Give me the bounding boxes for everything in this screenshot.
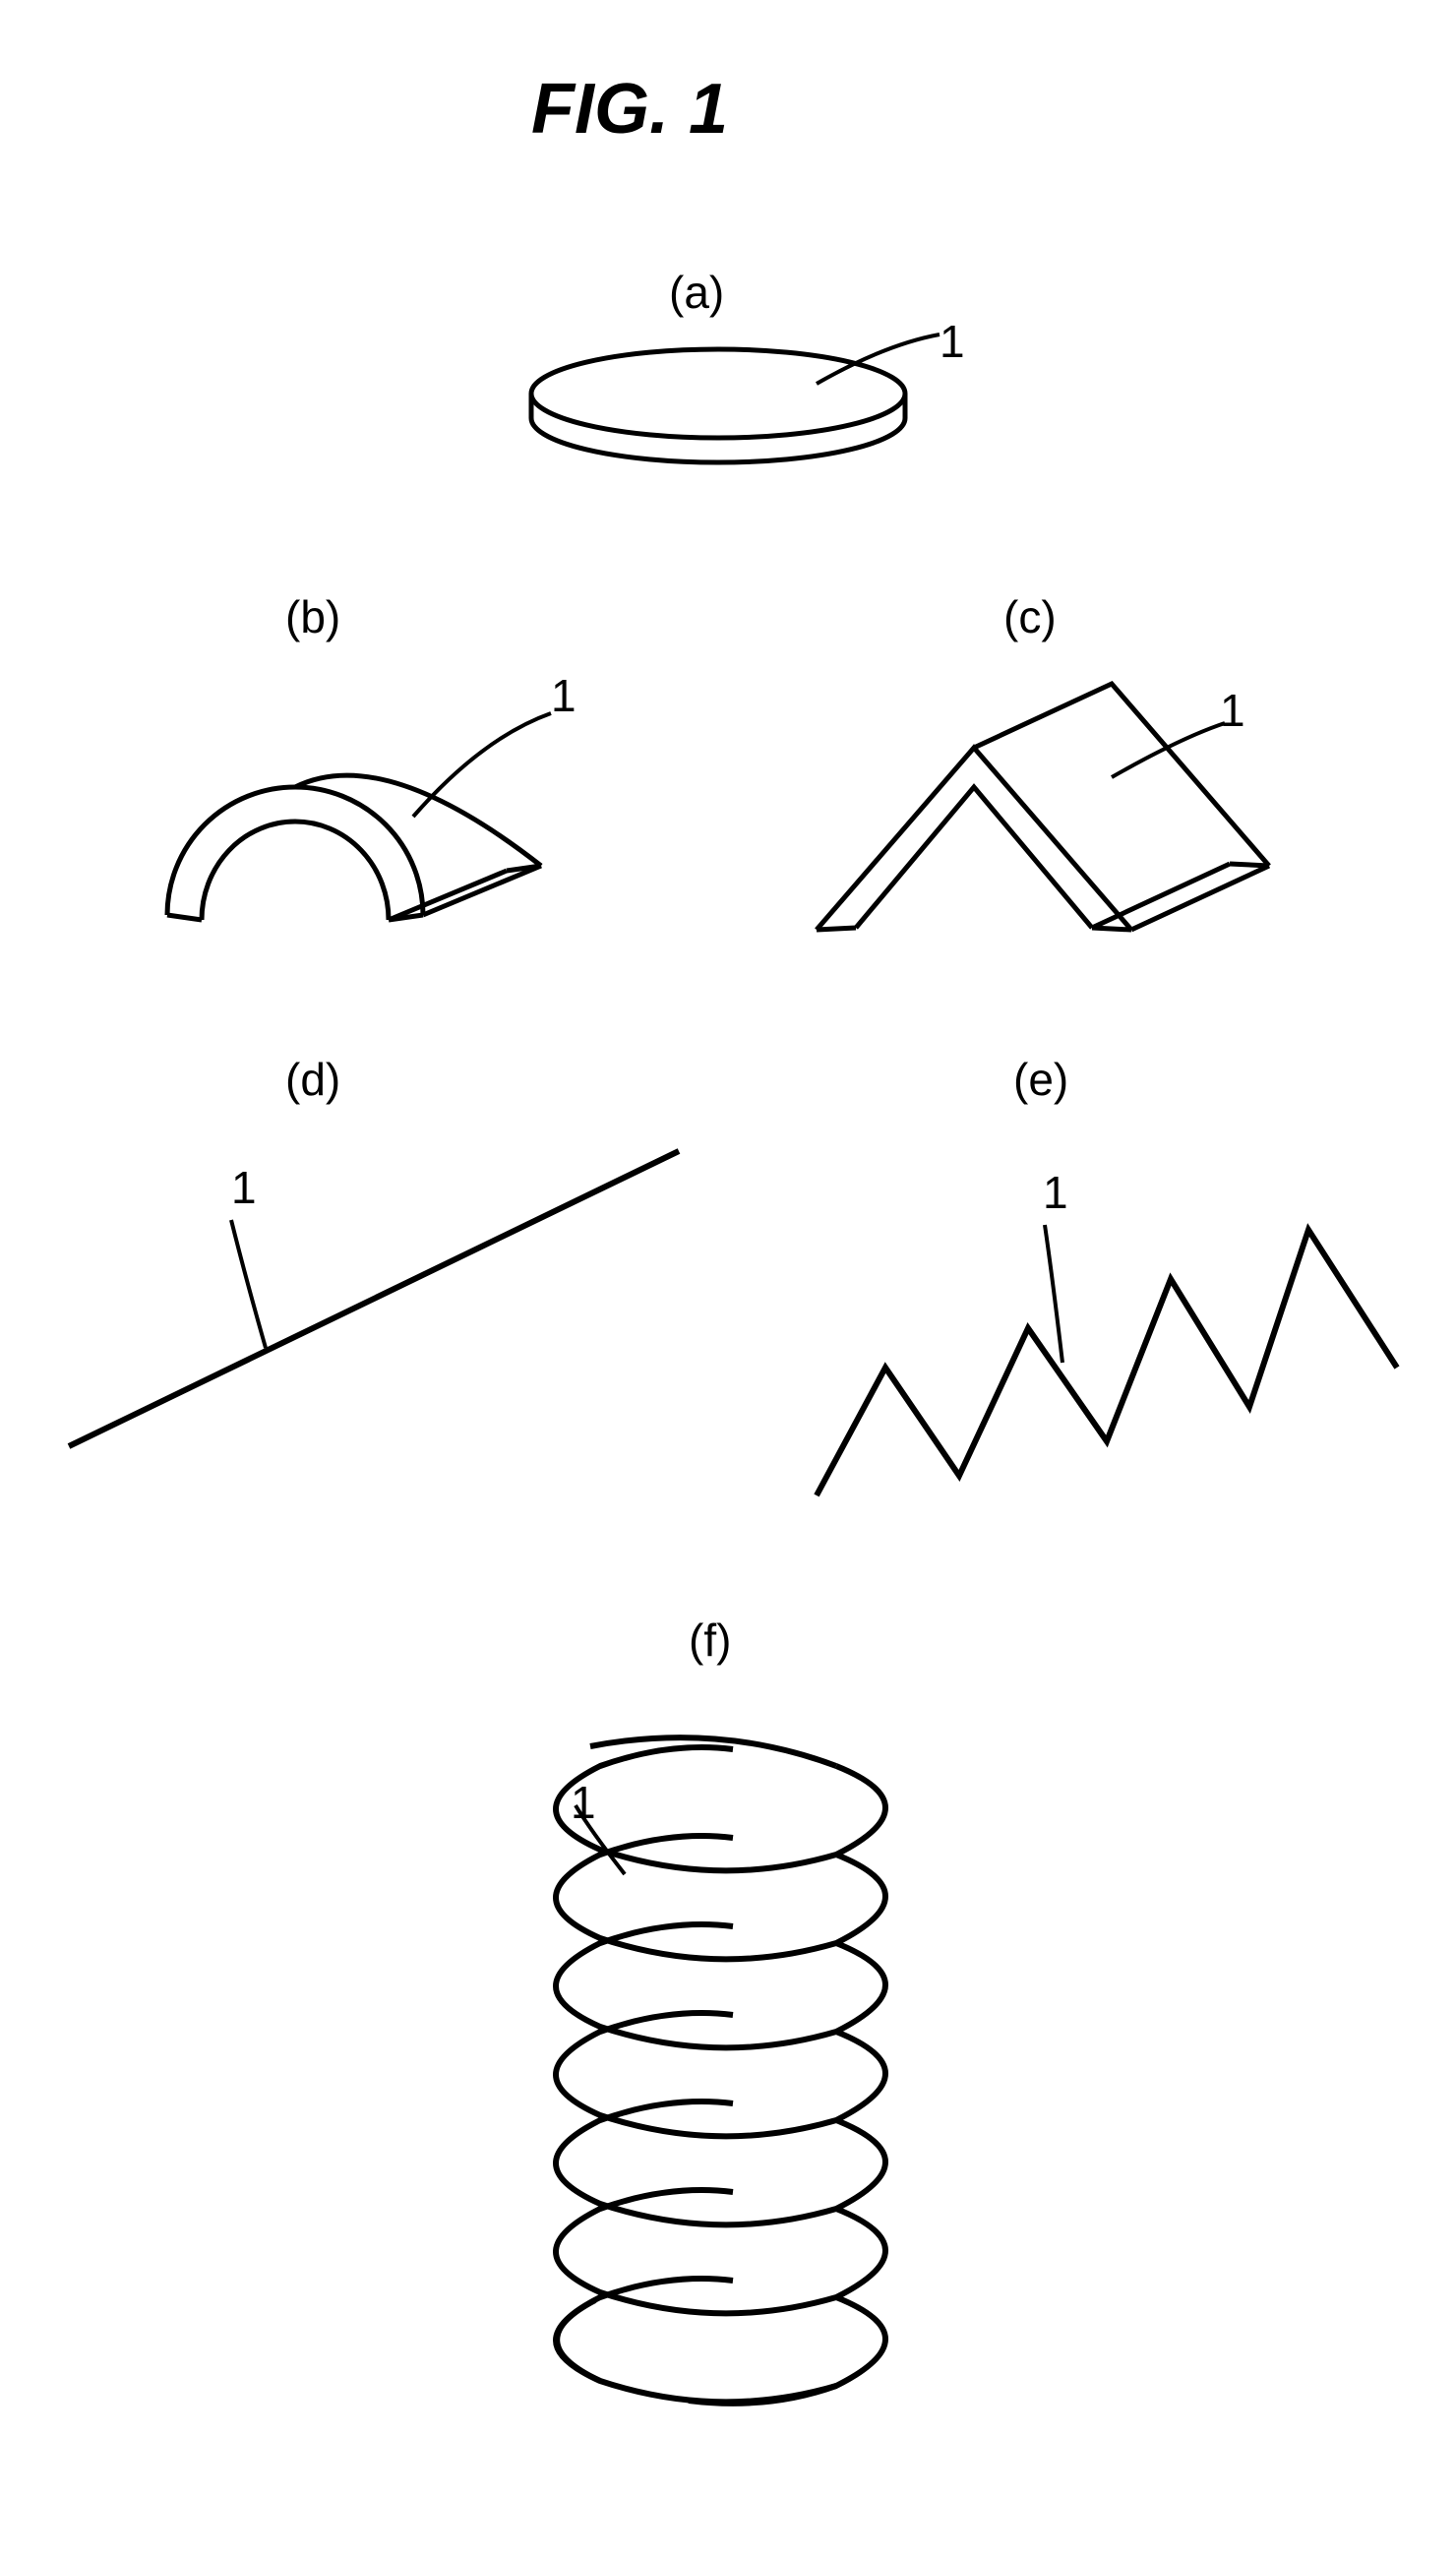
sublabel-c: (c) (1003, 590, 1057, 643)
reflabel-d: 1 (231, 1161, 257, 1214)
shape-f-spring (472, 1712, 984, 2519)
reflabel-c: 1 (1220, 684, 1245, 737)
reflabel-b: 1 (551, 669, 576, 722)
reflabel-f: 1 (571, 1776, 596, 1829)
reflabel-a: 1 (940, 315, 965, 368)
sublabel-b: (b) (285, 590, 340, 643)
figure-container: FIG. 1 (a) 1 (b) 1 (c) (0, 0, 1456, 2558)
sublabel-f: (f) (689, 1614, 731, 1667)
sublabel-d: (d) (285, 1053, 340, 1106)
reflabel-e: 1 (1043, 1166, 1068, 1219)
sublabel-a: (a) (669, 266, 724, 319)
shape-b-arch (128, 659, 620, 1004)
shape-c-angle (787, 669, 1338, 1013)
figure-title: FIG. 1 (531, 69, 728, 150)
shape-e-zigzag (787, 1112, 1417, 1525)
shape-a-disc (492, 325, 984, 521)
shape-d-line (39, 1112, 708, 1486)
sublabel-e: (e) (1013, 1053, 1068, 1106)
